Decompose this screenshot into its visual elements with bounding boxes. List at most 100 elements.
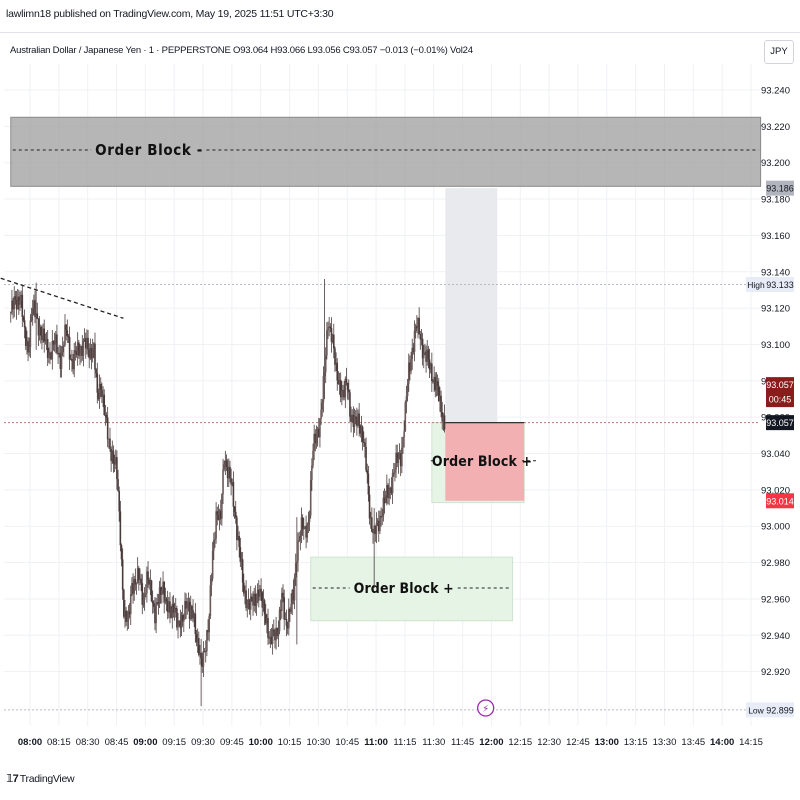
candle-body <box>386 485 388 496</box>
candle-body <box>257 589 260 597</box>
candle-body <box>279 609 282 611</box>
candle-body <box>224 460 227 465</box>
candle-body <box>353 416 356 427</box>
candle-body <box>24 327 27 346</box>
candle-body <box>229 466 231 479</box>
time-tick-label: 12:00 <box>479 737 503 748</box>
candle-body <box>337 380 340 385</box>
candle-body <box>441 412 444 422</box>
candle-body <box>204 651 207 653</box>
price-tick-label: 93.040 <box>761 449 790 460</box>
candle-body <box>162 581 164 591</box>
candle-body <box>181 614 184 622</box>
candle-body <box>300 517 303 537</box>
candle-body <box>153 603 155 607</box>
candle-body <box>132 583 134 594</box>
candle-body <box>366 470 369 474</box>
candle-body <box>26 341 28 346</box>
candle-body <box>219 510 222 519</box>
candle-body <box>218 510 221 520</box>
candle-body <box>146 571 148 594</box>
candle-body <box>432 381 434 383</box>
candle-body <box>403 431 405 438</box>
candle-body <box>440 395 442 413</box>
candle-body <box>377 520 380 532</box>
candle-body <box>286 625 289 629</box>
price-tick-label: 93.220 <box>761 122 790 133</box>
candle-body <box>214 538 216 541</box>
candle-body <box>398 453 401 458</box>
candle-body <box>380 516 382 518</box>
candle-body <box>173 608 176 613</box>
candle-body <box>326 330 328 356</box>
candle-body <box>103 394 106 415</box>
candle-body <box>139 578 141 580</box>
candle-body <box>155 603 157 624</box>
symbol-info: Australian Dollar / Japanese Yen · 1 · P… <box>10 45 473 56</box>
candle-body <box>207 630 209 633</box>
candle-body <box>379 516 381 532</box>
candle-body <box>344 378 347 398</box>
candle-body <box>311 465 313 481</box>
candle-body <box>427 349 430 360</box>
candle-body <box>298 540 300 542</box>
time-tick-label: 13:15 <box>624 737 648 748</box>
time-axis: 08:00 08:15 08:30 08:45 09:00 09:15 09:30 09:45… <box>18 737 763 748</box>
time-tick-label: 14:15 <box>739 737 763 748</box>
candle-body <box>402 437 404 448</box>
candle-body <box>114 457 117 465</box>
candle-body <box>328 326 330 328</box>
candle-body <box>110 448 112 461</box>
candle-body <box>358 413 360 426</box>
candle-body <box>149 580 152 585</box>
candle-body <box>331 334 334 342</box>
candle-body <box>334 348 336 365</box>
candle-body <box>80 345 82 355</box>
candle-body <box>221 494 223 519</box>
time-tick-label: 09:15 <box>162 737 186 748</box>
price-tick-label: 92.940 <box>761 631 790 642</box>
candle-body <box>381 516 384 518</box>
candle-body <box>169 601 171 613</box>
footer-branding: 𝟙7 TradingView <box>6 772 75 786</box>
candle-body <box>384 495 387 503</box>
currency-button[interactable]: JPY <box>764 40 794 64</box>
order-block-label-0: Order Block - <box>95 141 202 159</box>
candle-body <box>228 466 230 479</box>
candle-body <box>371 517 373 532</box>
candle-body <box>192 610 194 619</box>
candle-body <box>33 300 35 309</box>
candle-body <box>178 620 180 624</box>
candle-body <box>15 299 18 310</box>
candle-body <box>320 409 322 419</box>
time-tick-label: 14:00 <box>710 737 734 748</box>
candle-body <box>66 330 69 336</box>
order-block-label-2: Order Block + <box>432 454 532 470</box>
candle-body <box>91 349 94 359</box>
candle-body <box>49 352 51 354</box>
price-tick-label: 93.120 <box>761 304 790 315</box>
candle-body <box>429 363 432 370</box>
price-tick-label: 92.960 <box>761 594 790 605</box>
candle-body <box>164 598 167 603</box>
time-tick-label: 08:30 <box>76 737 100 748</box>
candle-body <box>187 601 190 605</box>
candle-body <box>48 352 50 359</box>
candle-body <box>417 317 419 328</box>
candle-body <box>397 457 400 463</box>
candle-body <box>285 618 288 626</box>
candle-body <box>121 559 124 590</box>
candle-body <box>213 540 215 551</box>
candle-body <box>65 324 67 331</box>
candle-body <box>143 594 146 600</box>
candle-body <box>407 362 410 384</box>
candle-body <box>247 599 250 602</box>
candle-body <box>19 300 21 305</box>
candle-body <box>359 425 362 434</box>
candle-body <box>231 482 234 485</box>
time-tick-label: 11:15 <box>393 737 416 748</box>
candle-body <box>266 618 268 624</box>
candle-body <box>253 593 255 606</box>
candle-body <box>230 478 232 485</box>
